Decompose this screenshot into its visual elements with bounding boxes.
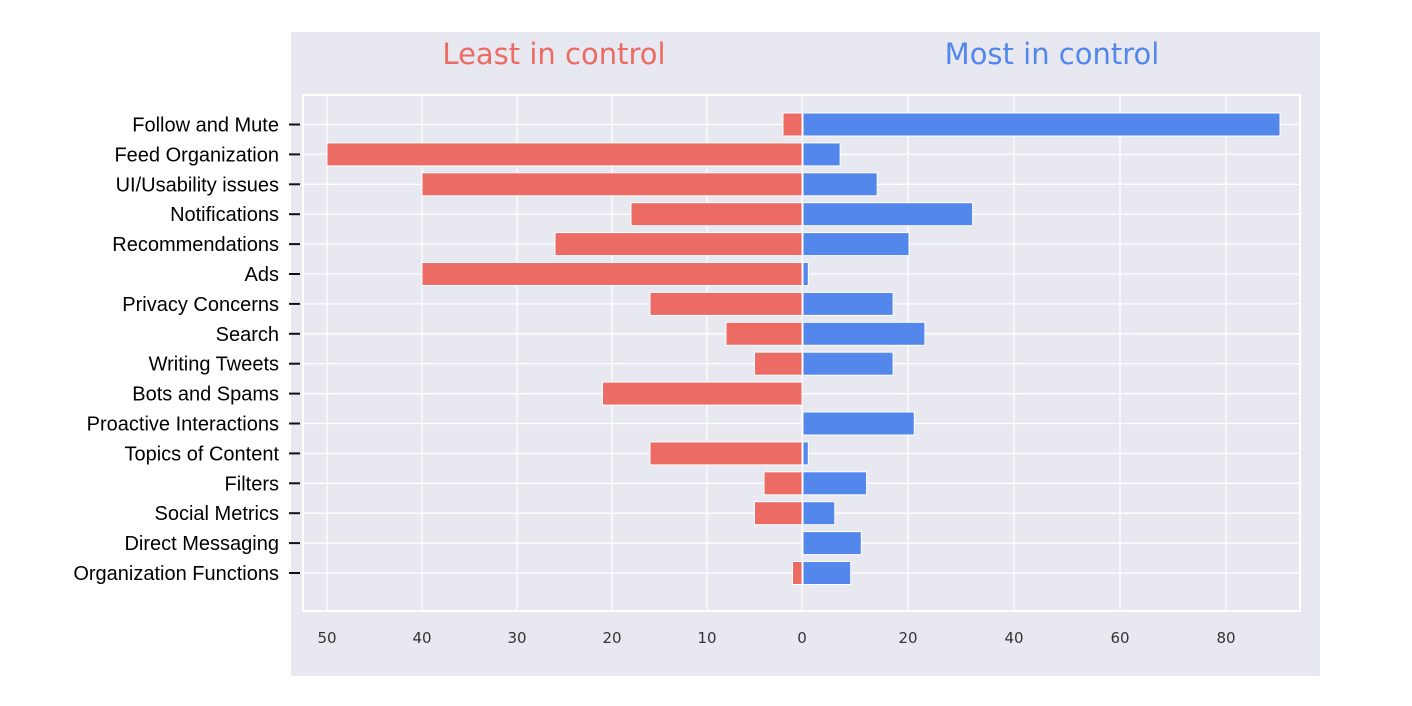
category-label: Search	[216, 324, 279, 346]
bar-most-in-control	[802, 531, 862, 556]
x-tick-label-left: 50	[317, 629, 336, 647]
category-label: Filters	[225, 473, 279, 495]
x-tick-label-right: 60	[1110, 629, 1129, 647]
bar-most-in-control	[802, 561, 852, 585]
bar-least-in-control	[602, 381, 803, 406]
x-tick-label-left: 10	[697, 629, 716, 647]
bars	[326, 112, 1281, 585]
bar-least-in-control	[421, 172, 803, 197]
bar-most-in-control	[802, 501, 836, 526]
bar-least-in-control	[792, 561, 803, 585]
category-label: Notifications	[170, 204, 279, 226]
category-label: Direct Messaging	[124, 533, 279, 555]
category-label: Bots and Spams	[132, 384, 279, 406]
category-label: Writing Tweets	[149, 354, 279, 376]
category-label: Social Metrics	[155, 503, 279, 525]
bar-most-in-control	[802, 262, 809, 286]
bar-most-in-control	[802, 291, 894, 316]
category-label: Topics of Content	[124, 443, 279, 465]
x-tick-label-left: 0	[797, 629, 807, 647]
x-tick-label-left: 40	[412, 629, 431, 647]
category-label: Organization Functions	[73, 563, 279, 585]
bar-least-in-control	[554, 232, 803, 257]
x-tick-label-right: 40	[1004, 629, 1023, 647]
bar-most-in-control	[802, 411, 915, 436]
bar-least-in-control	[421, 262, 803, 286]
bar-most-in-control	[802, 142, 841, 167]
bar-least-in-control	[763, 471, 803, 496]
bar-least-in-control	[754, 501, 803, 526]
category-label: Ads	[245, 264, 279, 286]
category-label: Recommendations	[112, 234, 279, 256]
bar-least-in-control	[326, 142, 803, 167]
x-tick-label-left: 30	[507, 629, 526, 647]
x-tick-labels: 50 40 30 20 10 0 20 40 60 80	[317, 629, 1235, 647]
category-label: Proactive Interactions	[87, 414, 279, 436]
category-label: Privacy Concerns	[122, 294, 279, 316]
x-tick-label-left: 20	[602, 629, 621, 647]
bar-least-in-control	[649, 291, 803, 316]
bar-most-in-control	[802, 232, 910, 257]
bar-most-in-control	[802, 172, 878, 197]
right-panel-title: Most in control	[945, 37, 1160, 71]
bar-most-in-control	[802, 351, 894, 376]
bar-least-in-control	[630, 202, 803, 227]
category-label: Follow and Mute	[132, 115, 279, 137]
bar-least-in-control	[754, 351, 803, 376]
bar-least-in-control	[725, 321, 803, 346]
category-label: UI/Usability issues	[116, 174, 279, 196]
bar-most-in-control	[802, 441, 809, 466]
bar-least-in-control	[782, 112, 803, 137]
left-panel-title: Least in control	[442, 37, 665, 71]
bar-most-in-control	[802, 321, 926, 346]
x-tick-label-right: 20	[898, 629, 917, 647]
bar-most-in-control	[802, 202, 974, 227]
category-label: Feed Organization	[114, 144, 279, 166]
bar-least-in-control	[649, 441, 803, 466]
bar-most-in-control	[802, 471, 868, 496]
x-tick-label-right: 80	[1216, 629, 1235, 647]
category-labels: Follow and Mute Feed Organization UI/Usabi…	[73, 115, 300, 585]
bar-most-in-control	[802, 112, 1281, 137]
